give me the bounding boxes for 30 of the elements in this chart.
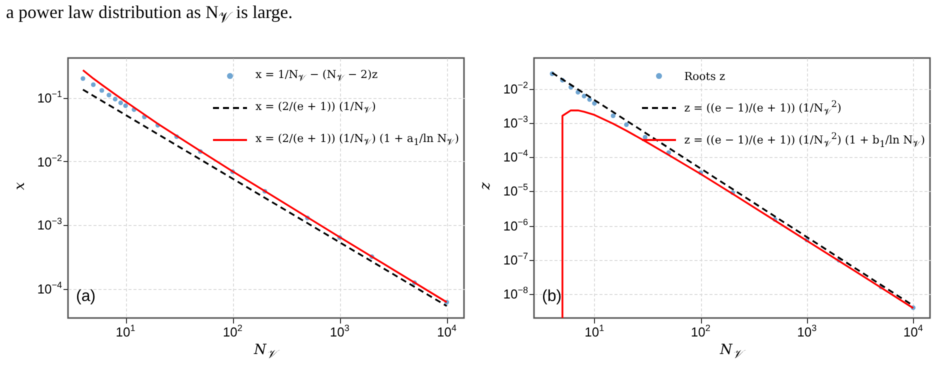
- annotation: (a): [76, 288, 96, 306]
- x-tick-label: 10$^{1}$: [116, 323, 136, 340]
- legend-label: z = ((e − 1)/(e + 1)) (1/N$_{𝒱}$$^{2}$) (1 + b$_{1}$/ln N$_{𝒱}$): [684, 130, 925, 150]
- y-axis-title: x: [12, 182, 28, 190]
- y-tick-label: 10$^{−8}$: [503, 285, 528, 302]
- y-tick-label: 10$^{−2}$: [503, 80, 528, 96]
- x-tick-label: 10$^{2}$: [690, 323, 710, 340]
- legend-label: x = 1/N$_{𝒱}$ − (N$_{𝒱}$ − 2)z: [255, 68, 378, 84]
- legend-label: x = (2/(e + 1)) (1/N$_{𝒱}$) (1 + a$_{1}$/ln N$_{𝒱}$): [255, 132, 459, 148]
- legend-label: z = ((e − 1)/(e + 1)) (1/N$_{𝒱}$$^{2}$): [684, 98, 842, 118]
- y-tick-label: 10$^{−4}$: [503, 148, 528, 165]
- x-tick-label: 10$^{4}$: [903, 323, 923, 340]
- x-tick-label: 10$^{1}$: [584, 323, 604, 340]
- x-tick-label: 10$^{3}$: [330, 323, 350, 340]
- legend-label: x = (2/(e + 1)) (1/N$_{𝒱}$): [255, 100, 376, 116]
- y-tick-label: 10$^{−4}$: [37, 280, 62, 297]
- y-tick-label: 10$^{−7}$: [503, 250, 528, 268]
- x-tick-label: 10$^{4}$: [436, 323, 456, 340]
- x-tick-label: 10$^{2}$: [222, 323, 242, 340]
- y-tick-label: 10$^{−2}$: [37, 152, 62, 170]
- legend-label: Roots z: [684, 70, 726, 82]
- text: a power law distribution as N$_{𝒱}$ is large.: [6, 2, 293, 28]
- y-tick-label: 10$^{−5}$: [503, 182, 528, 200]
- y-tick-label: 10$^{−3}$: [37, 216, 62, 233]
- y-axis-title: z: [478, 182, 494, 190]
- y-tick-label: 10$^{−3}$: [503, 114, 528, 131]
- y-tick-label: 10$^{−6}$: [503, 216, 528, 234]
- x-tick-label: 10$^{3}$: [797, 323, 817, 340]
- y-tick-label: 10$^{−1}$: [37, 88, 62, 106]
- annotation: (b): [542, 288, 562, 306]
